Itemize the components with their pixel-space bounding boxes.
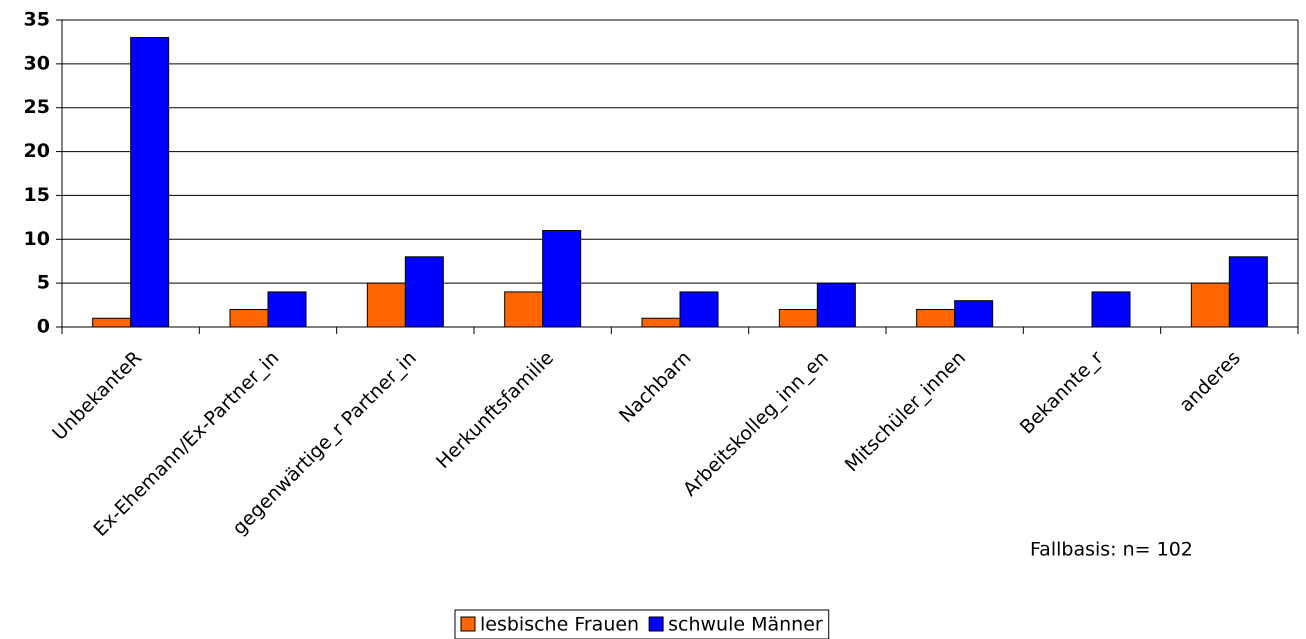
bar [778, 308, 818, 328]
bar [641, 317, 681, 328]
x-tick-label: Mitschüler_innen [841, 347, 970, 476]
bar [679, 291, 719, 328]
legend-label: schwule Männer [668, 614, 823, 636]
bar [267, 291, 307, 328]
bar [542, 230, 582, 328]
x-tick-label: Nachbarn [615, 347, 695, 427]
x-tick-label: anderes [1175, 347, 1245, 417]
bar [404, 256, 444, 328]
bar [92, 317, 132, 328]
y-tick-label: 25 [24, 96, 50, 118]
y-tick-label: 35 [24, 9, 50, 31]
legend-swatch [460, 616, 476, 632]
bar [954, 300, 994, 328]
annotation: Fallbasis: n= 102 [1030, 539, 1193, 561]
bar [229, 308, 269, 328]
x-tick-label: Herkunftsfamilie [432, 347, 558, 473]
x-tick-label: UnbekanteR [48, 347, 146, 445]
y-tick-label: 15 [24, 184, 50, 206]
bar [1091, 291, 1131, 328]
bar [1190, 282, 1230, 328]
bar [816, 282, 856, 328]
y-tick-label: 30 [24, 52, 50, 74]
bar [916, 308, 956, 328]
bar [366, 282, 406, 328]
bar [1228, 256, 1268, 328]
legend-box [454, 609, 830, 639]
legend: lesbische Frauen schwule Männer [454, 609, 830, 639]
bar [130, 37, 170, 328]
y-tick-label: 20 [24, 140, 50, 162]
legend-label: lesbische Frauen [480, 614, 639, 636]
y-tick-label: 0 [37, 316, 50, 338]
bar [504, 291, 544, 328]
y-tick-label: 5 [37, 272, 50, 294]
x-tick-label: Bekannte_r [1016, 347, 1108, 439]
y-tick-label: 10 [24, 228, 50, 250]
x-tick-label: Arbeitskolleg_inn_en [679, 347, 833, 501]
legend-swatch [648, 616, 664, 632]
